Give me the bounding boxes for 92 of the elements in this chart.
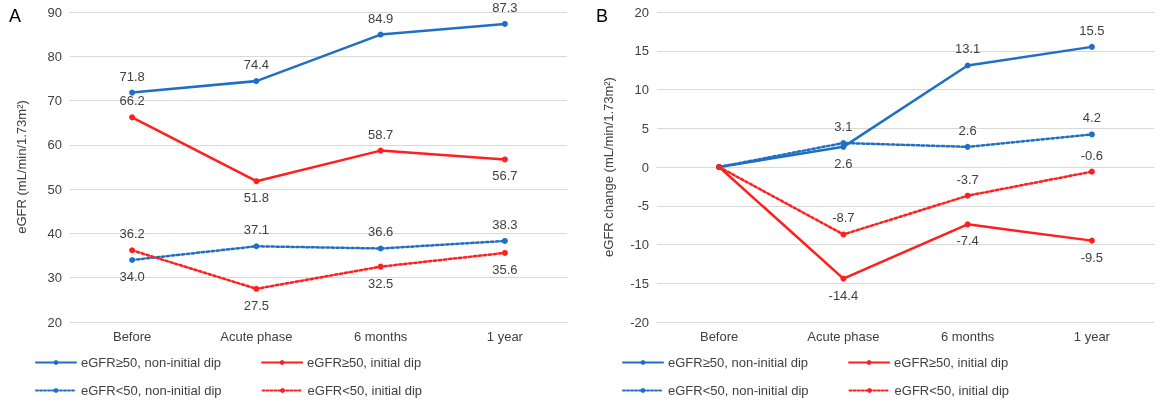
data-label: 51.8 <box>243 190 270 206</box>
data-label: 34.0 <box>119 269 145 284</box>
point <box>501 20 508 27</box>
data-label: 37.1 <box>243 222 270 238</box>
data-label: -7.4 <box>956 233 979 249</box>
data-label: -9.5 <box>1080 249 1104 265</box>
y-tick-label: -15 <box>630 275 649 291</box>
legend-label: eGFR<50, initial dip <box>307 383 423 398</box>
point <box>964 143 971 150</box>
legend-label: eGFR≥50, non-initial dip <box>81 355 222 370</box>
x-tick-label: 1 year <box>1073 329 1111 344</box>
chart-title: A <box>9 6 22 26</box>
point <box>964 62 971 69</box>
y-tick-label: 80 <box>47 48 62 64</box>
data-label: 15.5 <box>1079 22 1105 38</box>
x-tick-label: Acute phase <box>807 329 880 344</box>
data-label: 74.4 <box>243 57 270 73</box>
legend-label: eGFR≥50, initial dip <box>894 355 1009 370</box>
point <box>1088 131 1095 138</box>
point <box>253 285 260 292</box>
y-tick-label: -20 <box>630 314 649 330</box>
point <box>1088 43 1095 50</box>
data-label: 27.5 <box>243 297 270 313</box>
data-label: 87.3 <box>492 0 518 15</box>
y-tick-label: 20 <box>634 4 649 20</box>
x-tick-label: 6 months <box>940 329 995 344</box>
point <box>129 247 136 254</box>
data-label: 13.1 <box>954 41 981 57</box>
y-tick-label: 70 <box>47 93 62 109</box>
point <box>501 156 508 163</box>
point <box>377 31 384 38</box>
point <box>377 147 384 154</box>
data-label: -8.7 <box>832 210 855 226</box>
point <box>1088 168 1095 175</box>
y-tick-label: 15 <box>634 43 649 59</box>
data-label: 66.2 <box>119 93 145 109</box>
y-tick-label: -10 <box>630 237 649 252</box>
point <box>840 231 847 238</box>
point <box>129 114 136 121</box>
point <box>964 221 971 228</box>
point <box>501 237 508 244</box>
point <box>377 245 384 252</box>
data-label: 3.1 <box>834 118 853 134</box>
y-tick-label: 60 <box>47 137 62 153</box>
data-label: 71.8 <box>119 68 145 84</box>
x-tick-label: Before <box>112 329 152 344</box>
data-label: 35.6 <box>492 261 518 277</box>
data-label: -3.7 <box>956 171 979 187</box>
data-label: 36.6 <box>367 224 394 240</box>
point <box>964 192 971 199</box>
data-label: -0.6 <box>1080 147 1104 163</box>
y-tick-label: 40 <box>47 225 62 241</box>
data-label: -14.4 <box>828 287 859 303</box>
point <box>840 139 847 146</box>
point <box>377 263 384 270</box>
data-label: 32.5 <box>367 275 394 291</box>
x-tick-label: Before <box>699 329 739 344</box>
y-tick-label: 5 <box>641 120 649 136</box>
y-tick-label: -5 <box>637 198 649 214</box>
y-axis-title: eGFR (mL/min/1.73m²) <box>14 100 29 234</box>
data-label: 38.3 <box>492 216 518 232</box>
point <box>501 249 508 256</box>
y-tick-label: 30 <box>47 270 62 286</box>
x-tick-label: 1 year <box>486 329 524 344</box>
data-label: 4.2 <box>1082 110 1101 126</box>
data-label: 84.9 <box>367 10 394 26</box>
point <box>840 275 847 282</box>
x-tick-label: Acute phase <box>220 329 293 344</box>
y-tick-label: 90 <box>47 4 62 20</box>
y-tick-label: 50 <box>47 181 62 197</box>
point <box>129 89 136 96</box>
data-label: 36.2 <box>119 226 145 242</box>
y-tick-label: 20 <box>47 314 62 330</box>
point <box>1088 237 1095 244</box>
legend-label: eGFR≥50, initial dip <box>307 355 422 370</box>
x-tick-label: 6 months <box>353 329 408 344</box>
point <box>253 243 260 250</box>
point <box>129 257 136 263</box>
y-tick-label: 10 <box>634 82 649 97</box>
legend-label: eGFR<50, non-initial dip <box>81 383 222 398</box>
data-label: 2.6 <box>834 155 853 171</box>
data-label: 56.7 <box>492 168 518 184</box>
y-tick-label: 0 <box>641 159 649 175</box>
point <box>253 78 260 85</box>
data-label: 58.7 <box>367 126 394 142</box>
data-label: 2.6 <box>958 122 977 138</box>
legend-label: eGFR<50, non-initial dip <box>668 383 809 398</box>
point <box>253 178 260 185</box>
chart-title: B <box>596 6 609 26</box>
legend-label: eGFR≥50, non-initial dip <box>668 355 809 370</box>
legend-label: eGFR<50, initial dip <box>894 383 1010 398</box>
y-axis-title: eGFR change (mL/min/1.73m²) <box>601 77 616 257</box>
